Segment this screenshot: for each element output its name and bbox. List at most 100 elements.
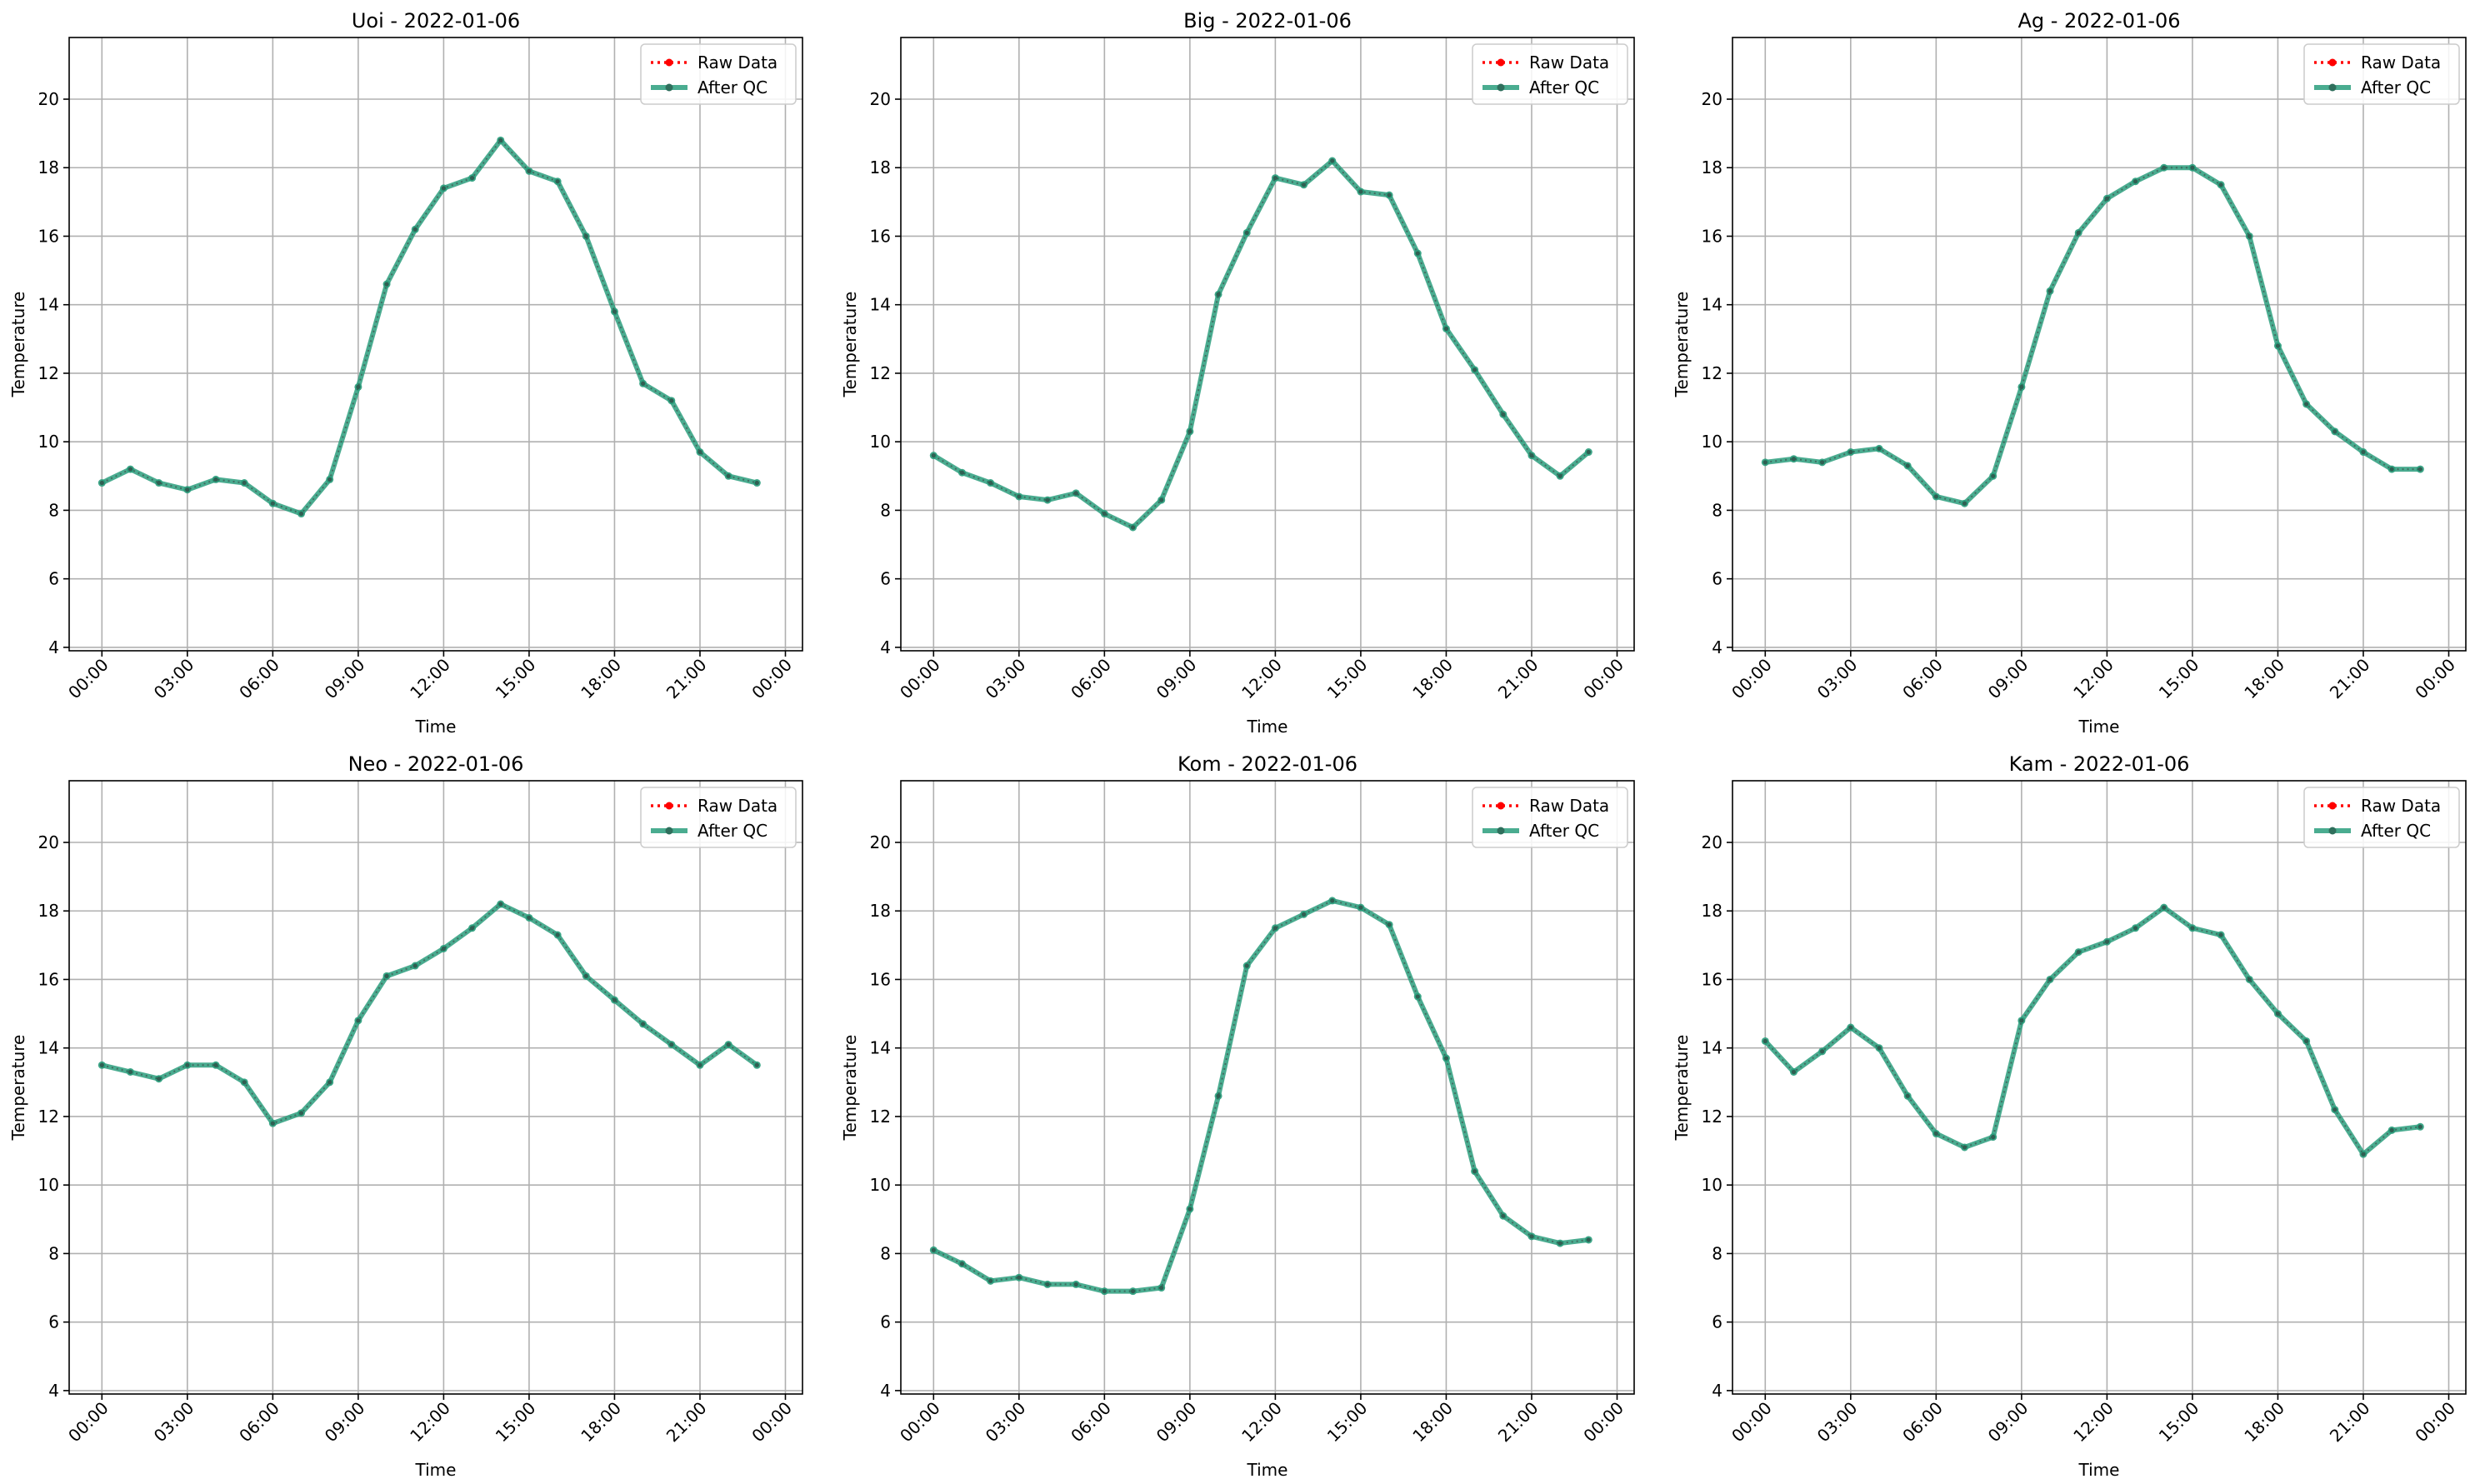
point-raw-data	[669, 398, 674, 403]
y-tick-label: 20	[870, 832, 891, 852]
y-tick-label: 6	[1712, 1312, 1722, 1332]
y-axis-label: Temperature	[8, 292, 28, 398]
point-raw-data	[356, 384, 361, 389]
point-raw-data	[384, 973, 389, 978]
legend-marker-raw-data	[2328, 802, 2337, 810]
point-raw-data	[1443, 326, 1449, 332]
point-raw-data	[2190, 165, 2195, 170]
point-raw-data	[1102, 511, 1107, 517]
grid	[1732, 37, 2466, 651]
grid	[69, 37, 802, 651]
point-raw-data	[1130, 1289, 1136, 1294]
point-raw-data	[612, 997, 618, 1002]
x-tick-label: 00:00	[64, 655, 112, 703]
x-tick-label: 21:00	[1494, 655, 1542, 703]
point-raw-data	[441, 946, 446, 952]
legend-label-raw-data: Raw Data	[2361, 796, 2441, 816]
legend-marker-raw-data	[665, 802, 673, 810]
y-axis-label: Temperature	[1672, 292, 1692, 398]
y-tick-label: 16	[38, 969, 59, 989]
point-raw-data	[1330, 158, 1335, 163]
x-tick-label: 06:00	[235, 655, 283, 703]
point-raw-data	[2104, 939, 2109, 944]
point-raw-data	[527, 168, 532, 173]
point-raw-data	[1991, 473, 1996, 478]
x-tick-label: 06:00	[1067, 1398, 1115, 1447]
point-raw-data	[498, 902, 503, 907]
point-raw-data	[99, 1062, 104, 1067]
point-raw-data	[1933, 1131, 1938, 1137]
point-raw-data	[612, 309, 618, 314]
chart-title: Uoi - 2022-01-06	[352, 9, 520, 32]
x-tick-label: 21:00	[1494, 1398, 1542, 1447]
legend-marker-raw-data	[1497, 802, 1505, 810]
point-raw-data	[1791, 1069, 1797, 1075]
y-axis-label: Temperature	[840, 1035, 860, 1142]
point-raw-data	[270, 501, 275, 506]
point-raw-data	[2019, 1018, 2024, 1023]
series-line-raw-data	[102, 902, 758, 1125]
x-axis-label: Time	[415, 1460, 457, 1480]
point-raw-data	[2019, 384, 2024, 389]
point-raw-data	[498, 137, 503, 142]
point-raw-data	[298, 511, 304, 517]
point-raw-data	[2048, 977, 2052, 982]
point-raw-data	[641, 1022, 646, 1027]
x-tick-label: 12:00	[406, 1398, 454, 1447]
y-tick-label: 18	[870, 901, 891, 921]
series-line-after-qc	[1763, 905, 2421, 1157]
point-raw-data	[242, 480, 247, 486]
y-tick-label: 12	[38, 363, 59, 383]
point-raw-data	[1073, 491, 1078, 496]
x-tick-label: 18:00	[2240, 655, 2288, 703]
y-tick-label: 10	[38, 1175, 59, 1195]
point-raw-data	[185, 487, 190, 492]
y-axis-label: Temperature	[1672, 1035, 1692, 1142]
y-tick-label: 6	[880, 1312, 891, 1332]
point-raw-data	[2247, 977, 2252, 982]
point-raw-data	[1472, 1169, 1478, 1174]
x-tick-label: 03:00	[1813, 1398, 1862, 1447]
point-raw-data	[1472, 367, 1478, 372]
legend: Raw Data After QC	[2303, 787, 2460, 848]
grid	[69, 781, 802, 1394]
point-raw-data	[988, 480, 993, 486]
x-tick-label: 09:00	[1152, 1398, 1201, 1447]
x-tick-label: 00:00	[896, 655, 944, 703]
y-tick-label: 16	[1702, 226, 1722, 246]
point-raw-data	[128, 1069, 133, 1075]
subplot-5: 4 6 8 10 12 14 16 18 20 00:00 03:00 06:00 09:00 12:00…	[840, 752, 1635, 1480]
x-tick-label: 09:00	[321, 655, 369, 703]
point-raw-data	[2332, 429, 2338, 434]
y-tick-label: 20	[38, 832, 59, 852]
x-axis-label: Time	[2078, 1460, 2120, 1480]
x-tick-label: 12:00	[2069, 655, 2118, 703]
y-tick-label: 14	[1702, 295, 1722, 315]
legend-label-after-qc: After QC	[698, 821, 768, 841]
x-tick-label: 06:00	[1898, 655, 1947, 703]
legend-marker-raw-data	[665, 58, 673, 67]
y-tick-label: 6	[880, 569, 891, 589]
subplot-3: 4 6 8 10 12 14 16 18 20 00:00 03:00 06:00 09:00 12:00…	[1672, 9, 2467, 737]
legend-marker-after-qc	[1497, 827, 1505, 835]
x-tick-label: 00:00	[2411, 1398, 2459, 1447]
x-tick-label: 18:00	[1408, 655, 1457, 703]
x-tick-label: 03:00	[982, 1398, 1030, 1447]
point-raw-data	[2275, 343, 2281, 348]
grid	[901, 37, 1634, 651]
point-raw-data	[1415, 994, 1420, 999]
y-tick-label: 4	[1712, 1381, 1722, 1401]
point-raw-data	[2418, 467, 2422, 472]
point-raw-data	[1820, 1049, 1825, 1054]
series-line-raw-data	[101, 138, 758, 515]
point-raw-data	[1991, 1135, 1996, 1140]
point-raw-data	[1762, 1038, 1768, 1044]
x-tick-label: 12:00	[1238, 655, 1286, 703]
x-tick-label: 15:00	[1323, 655, 1372, 703]
point-raw-data	[726, 473, 731, 478]
x-tick-label: 12:00	[1238, 1398, 1286, 1447]
point-raw-data	[2389, 467, 2394, 472]
grid	[1732, 781, 2466, 1394]
point-raw-data	[1820, 460, 1825, 465]
